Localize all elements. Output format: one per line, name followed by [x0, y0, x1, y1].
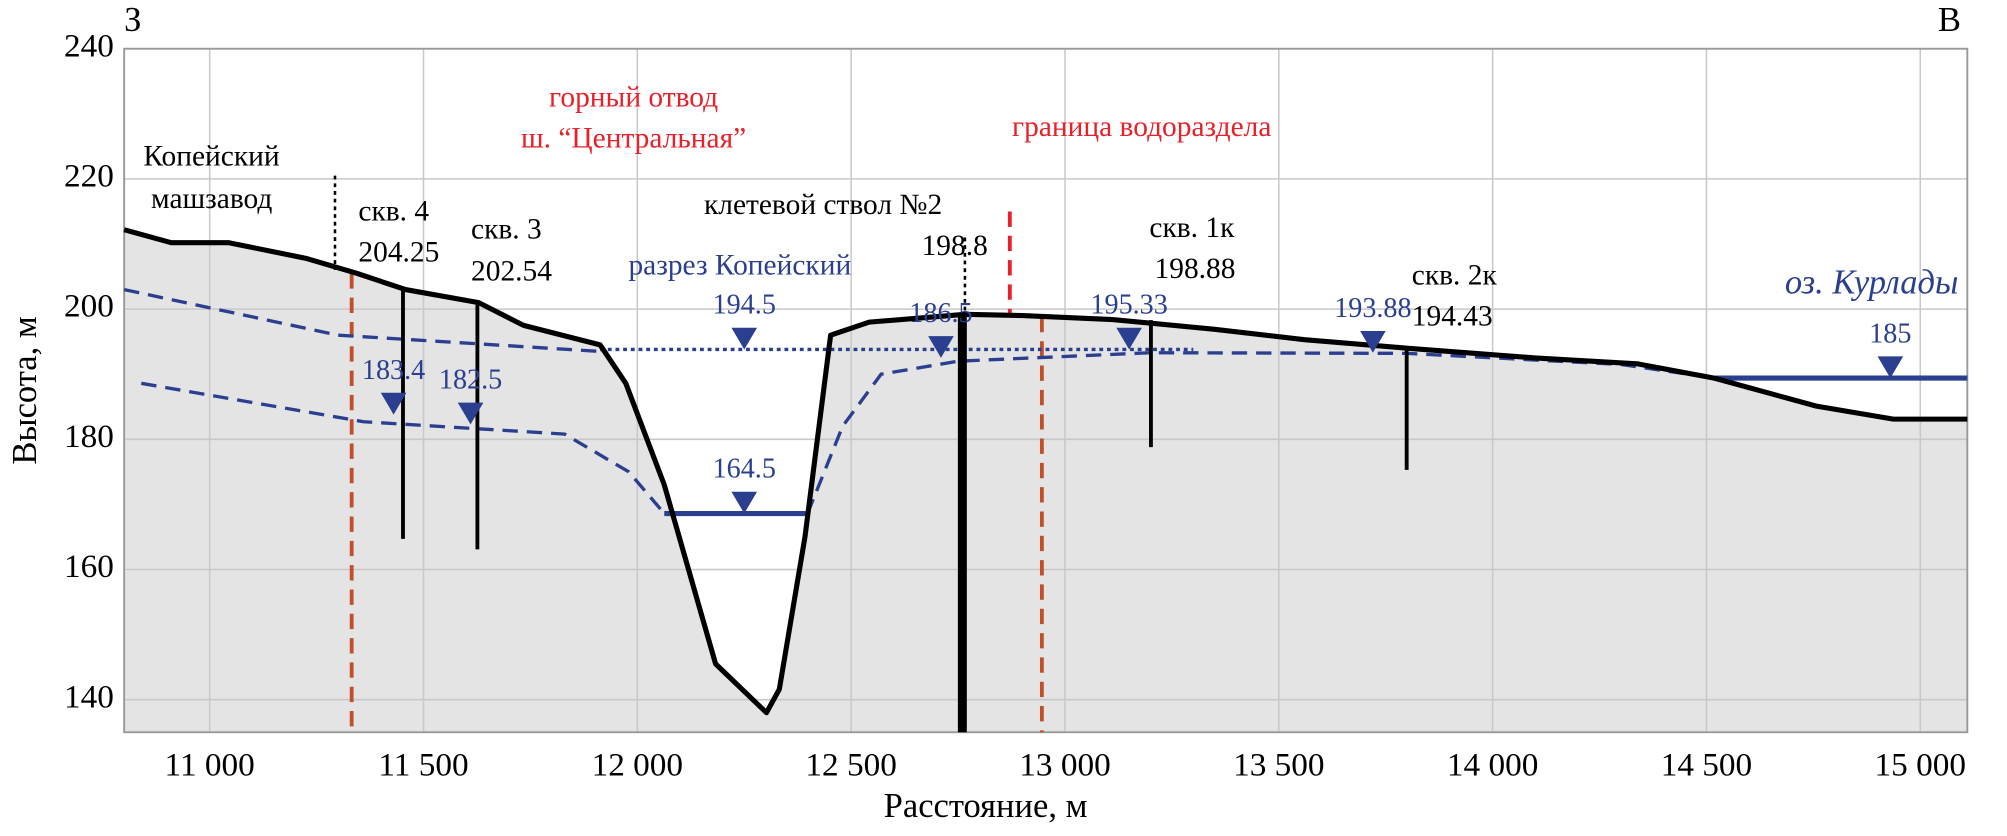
annotation: скв. 1к	[1149, 212, 1235, 244]
x-axis-title: Расстояние, м	[884, 787, 1088, 825]
x-tick-label: 11 500	[378, 747, 468, 784]
annotation: 198.8	[922, 230, 988, 262]
water-level-marker	[380, 392, 407, 415]
annotation: 204.25	[358, 237, 439, 269]
water-level-label: 193.88	[1334, 293, 1411, 324]
plot-frame	[123, 47, 1969, 734]
water-level-marker	[1116, 327, 1142, 350]
y-tick-label: 200	[64, 288, 114, 325]
water-level-label: 182.5	[439, 365, 502, 396]
water-level-label: 185	[1869, 318, 1911, 349]
annotation: клетевой ствол №2	[704, 189, 942, 221]
x-tick-label: 14 500	[1661, 747, 1752, 784]
y-tick-label: 180	[64, 418, 114, 455]
annotation: горный отвод	[549, 82, 718, 114]
annotation: Копейский	[143, 141, 280, 173]
water-level-marker	[928, 336, 954, 358]
x-tick-label: 11 000	[165, 747, 255, 784]
x-tick-label: 14 000	[1447, 747, 1538, 784]
annotation: разрез Копейский	[628, 249, 851, 281]
y-axis-title: Высота, м	[6, 316, 44, 465]
water-level-label: 186.5	[909, 298, 972, 329]
water-level-label: 194.5	[713, 290, 776, 321]
y-tick-label: 240	[64, 27, 114, 64]
annotation: машзавод	[151, 183, 272, 215]
water-level-marker	[731, 491, 758, 514]
annotation: 198.88	[1155, 253, 1236, 285]
water-level-line	[123, 287, 601, 354]
x-tick-label: 12 500	[805, 747, 896, 784]
x-tick-label: 15 000	[1875, 747, 1966, 784]
annotation: скв. 3	[471, 214, 542, 246]
water-level-marker	[1877, 356, 1904, 379]
annotation: 194.43	[1412, 301, 1493, 333]
annotation: В	[1938, 1, 1961, 39]
ground-fill	[124, 229, 1968, 733]
annotation: скв. 4	[358, 196, 429, 228]
annotation: скв. 2к	[1412, 260, 1498, 292]
water-level-marker	[1360, 330, 1386, 353]
x-tick-label: 13 000	[1019, 747, 1110, 784]
y-tick-label: 160	[64, 548, 114, 585]
water-level-marker	[457, 402, 484, 425]
water-level-label: 164.5	[713, 454, 776, 485]
annotation: З	[124, 1, 141, 39]
water-level-marker	[731, 327, 758, 350]
water-level-label: 183.4	[362, 355, 425, 386]
plot-layer: 183.4 182.5 194.5 164.5 186.5 195.33 193.88 185	[123, 47, 1969, 734]
annotation: оз. Курлады	[1785, 263, 1958, 301]
x-tick-label: 13 500	[1233, 747, 1324, 784]
annotation: граница водораздела	[1012, 111, 1271, 143]
annotation: 202.54	[471, 256, 552, 288]
water-level-label: 195.33	[1090, 290, 1167, 321]
ground-profile	[123, 227, 1968, 716]
y-tick-label: 220	[64, 158, 114, 195]
x-tick-label: 12 000	[592, 747, 683, 784]
annotation: ш. “Центральная”	[521, 123, 746, 155]
y-tick-label: 140	[64, 678, 114, 715]
